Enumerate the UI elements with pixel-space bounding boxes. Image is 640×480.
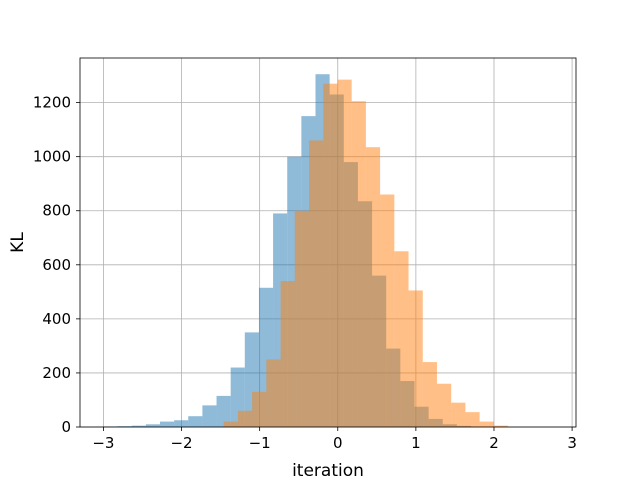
histogram-bar [422,362,437,427]
ticks: −3 −2 −1 0 1 2 3 0 200 400 600 800 1000 1200 [33,94,577,452]
histogram-bar [188,416,203,427]
x-tick-label: 3 [567,434,577,452]
histogram-bar [436,383,452,427]
histogram-bar [252,391,267,427]
histogram-bar [145,424,160,427]
histogram-bar [394,251,409,427]
histogram-bar [266,359,281,427]
histogram-bar [237,410,253,427]
y-tick-label: 800 [42,202,71,220]
histogram-bar [408,290,423,427]
histogram-bar [493,425,509,427]
x-tick-label: 2 [489,434,499,452]
histogram-bar [465,412,480,427]
histogram-bar [309,140,324,427]
histogram-bar [323,83,338,427]
histogram-bar [174,420,189,427]
histogram-bar [294,210,310,427]
histogram-bar [280,281,295,427]
histogram-bar [216,395,231,427]
y-tick-label: 600 [42,256,71,274]
plot-frame [79,57,577,428]
y-tick-label: 1200 [33,94,71,112]
x-axis-label: iteration [292,461,364,480]
x-tick-label: −3 [92,434,114,452]
histogram-bar [337,79,352,427]
series-2-bars [223,79,509,427]
y-axis-label: KL [8,232,28,253]
histogram-bar [365,147,381,427]
x-tick-label: 0 [333,434,343,452]
y-tick-label: 200 [42,364,71,382]
histogram-bar [159,421,175,427]
x-tick-label: −1 [249,434,271,452]
histogram-bar [380,194,395,427]
histogram-bar [202,405,217,427]
x-tick-label: −2 [170,434,192,452]
histogram-bar [479,421,494,427]
histogram-bar [451,402,466,427]
histogram-bar [351,101,366,427]
bars [103,74,509,428]
histogram-bar [131,425,146,427]
y-tick-label: 1000 [33,148,71,166]
x-tick-label: 1 [411,434,421,452]
y-tick-label: 400 [42,310,71,328]
histogram-bar [117,426,132,427]
y-tick-label: 0 [61,418,71,436]
histogram-bar [223,421,238,427]
